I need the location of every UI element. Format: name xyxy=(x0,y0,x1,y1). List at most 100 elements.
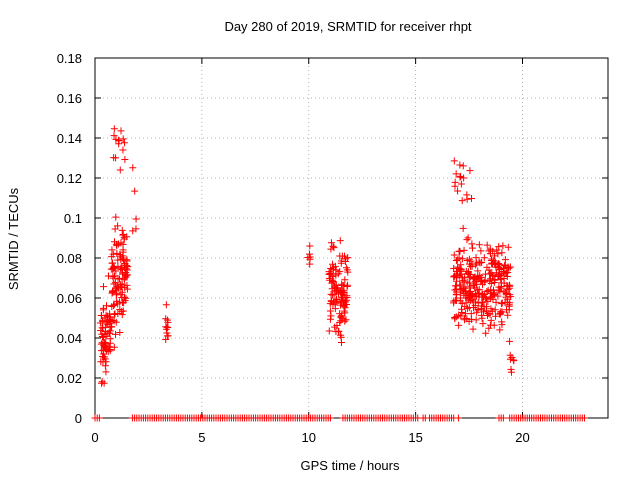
plot-frame xyxy=(94,57,609,419)
y-tick-label: 0.02 xyxy=(57,371,82,386)
data-point xyxy=(481,276,489,284)
data-point xyxy=(112,330,120,338)
data-point xyxy=(505,281,513,289)
data-point xyxy=(325,327,333,335)
data-point xyxy=(118,226,126,234)
data-point xyxy=(164,332,172,340)
data-point xyxy=(328,285,336,293)
data-point xyxy=(112,154,120,162)
data-point xyxy=(498,318,506,326)
data-point xyxy=(454,263,462,271)
data-point xyxy=(506,337,514,345)
data-point xyxy=(112,240,120,248)
data-point xyxy=(463,195,471,203)
data-point xyxy=(108,259,116,267)
data-point xyxy=(100,379,108,387)
data-point xyxy=(468,194,476,202)
x-tick-label: 15 xyxy=(408,430,422,445)
data-point xyxy=(118,280,126,288)
data-point xyxy=(492,312,500,320)
data-point xyxy=(465,304,473,312)
data-point xyxy=(464,268,472,276)
data-point xyxy=(484,286,492,294)
data-point xyxy=(457,172,465,180)
data-point xyxy=(101,362,109,370)
data-point xyxy=(458,197,466,205)
data-point xyxy=(497,279,505,287)
data-point xyxy=(495,283,503,291)
data-point xyxy=(479,320,487,328)
data-point xyxy=(341,309,349,317)
data-point xyxy=(123,262,131,270)
data-point xyxy=(98,378,106,386)
data-point xyxy=(450,273,458,281)
data-point xyxy=(104,321,112,329)
data-point xyxy=(467,257,475,265)
zero-marker xyxy=(580,414,588,422)
data-point xyxy=(502,306,510,314)
data-point xyxy=(110,263,118,271)
data-point xyxy=(487,305,495,313)
data-point xyxy=(465,273,473,281)
data-point xyxy=(117,127,125,135)
data-point xyxy=(129,164,137,172)
data-point xyxy=(98,324,106,332)
data-point xyxy=(99,333,107,341)
data-point xyxy=(498,299,506,307)
data-point xyxy=(116,252,124,260)
data-point xyxy=(490,257,498,265)
data-point xyxy=(485,266,493,274)
data-point xyxy=(328,291,336,299)
data-point xyxy=(131,187,139,195)
data-point xyxy=(116,329,124,337)
data-point xyxy=(119,135,127,143)
data-point xyxy=(110,132,118,140)
data-point xyxy=(119,307,127,315)
data-point xyxy=(454,187,462,195)
grid-lines xyxy=(95,58,608,418)
y-tick-labels: 0 0.02 0.04 0.06 0.08 0.1 0.12 0.14 0.16 0.18 xyxy=(57,51,82,426)
data-point xyxy=(460,289,468,297)
data-point xyxy=(499,242,507,250)
data-point xyxy=(327,312,335,320)
data-point xyxy=(329,279,337,287)
data-point xyxy=(109,250,117,258)
data-point xyxy=(493,246,501,254)
data-point xyxy=(477,278,485,286)
data-point xyxy=(460,246,468,254)
data-point xyxy=(456,161,464,169)
data-point xyxy=(99,304,107,312)
data-point xyxy=(466,167,474,175)
data-point xyxy=(162,301,170,309)
data-point xyxy=(455,321,463,329)
data-point xyxy=(504,243,512,251)
data-point xyxy=(325,268,333,276)
data-point xyxy=(120,256,128,264)
x-axis-label: GPS time / hours xyxy=(301,458,400,473)
data-point xyxy=(343,294,351,302)
data-point xyxy=(306,260,314,268)
data-point xyxy=(496,261,504,269)
data-point xyxy=(110,343,118,351)
data-point xyxy=(306,242,314,250)
data-point xyxy=(110,317,118,325)
data-point xyxy=(124,263,132,271)
data-point xyxy=(483,287,491,295)
data-point xyxy=(112,213,120,221)
data-point xyxy=(108,246,116,254)
data-point xyxy=(118,311,126,319)
data-point xyxy=(110,264,118,272)
data-point xyxy=(451,286,459,294)
data-point xyxy=(117,291,125,299)
data-point xyxy=(340,282,348,290)
data-point xyxy=(489,271,497,279)
y-tick-label: 0.16 xyxy=(57,91,82,106)
data-point xyxy=(465,295,473,303)
data-point xyxy=(469,325,477,333)
zero-marker xyxy=(326,414,334,422)
data-point xyxy=(500,274,508,282)
data-point xyxy=(330,244,338,252)
data-point xyxy=(164,318,172,326)
data-point xyxy=(474,267,482,275)
